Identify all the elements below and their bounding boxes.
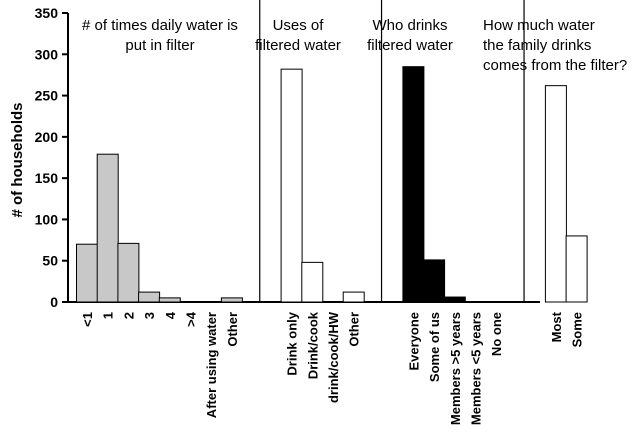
y-tick-label: 200 — [35, 129, 59, 145]
x-tick-label: Drink/cook — [305, 311, 320, 379]
y-tick-label: 100 — [35, 211, 59, 227]
x-tick-label: Some of us — [427, 312, 442, 382]
panel-title: Uses of — [273, 17, 325, 34]
panel-title: filtered water — [367, 37, 453, 54]
x-tick-label: Drink only — [285, 311, 300, 375]
bar — [544, 85, 567, 303]
bar — [342, 291, 365, 303]
x-tick-label: 2 — [121, 312, 136, 319]
bar — [565, 235, 588, 303]
x-tick-label: Other — [347, 312, 362, 347]
panel-title: put in filter — [125, 37, 194, 54]
y-tick-label: 50 — [42, 253, 58, 269]
bar — [301, 261, 324, 303]
panel-title: How much water — [483, 17, 595, 34]
x-tick-label: Everyone — [406, 312, 421, 371]
panel-title: filtered water — [255, 37, 341, 54]
x-tick-label: Most — [549, 311, 564, 342]
x-tick-label: 3 — [142, 312, 157, 319]
bar — [117, 242, 140, 303]
x-tick-label: Members >5 years — [448, 312, 463, 425]
x-tick-label: drink/cook/HW — [326, 311, 341, 403]
y-tick-label: 250 — [35, 88, 59, 104]
y-tick-label: 300 — [35, 46, 59, 62]
x-tick-label: Members <5 years — [469, 312, 484, 425]
bar — [423, 259, 446, 303]
x-tick-label: Some — [570, 312, 585, 347]
x-tick-label: >4 — [184, 311, 199, 327]
panel-title: # of times daily water is — [82, 17, 238, 34]
bar — [138, 291, 161, 303]
y-tick-label: 0 — [50, 294, 58, 310]
x-tick-label: No one — [489, 312, 504, 356]
panel-title: Who drinks — [372, 17, 447, 34]
panel-title: the family drinks — [483, 37, 591, 54]
x-tick-label: 1 — [101, 312, 116, 319]
bar — [220, 297, 243, 303]
bar — [158, 297, 181, 303]
bar — [280, 68, 303, 303]
bar — [96, 153, 119, 303]
y-tick-label: 150 — [35, 170, 59, 186]
panel-title: comes from the filter? — [483, 57, 627, 74]
x-tick-label: After using water — [204, 312, 219, 418]
x-tick-label: <1 — [80, 312, 95, 327]
bar — [76, 243, 98, 303]
bar — [443, 296, 466, 303]
x-tick-label: Other — [225, 312, 240, 347]
y-tick-label: 350 — [35, 5, 59, 21]
y-axis-label: # of households — [9, 102, 26, 217]
bar — [402, 66, 425, 303]
x-tick-label: 4 — [163, 311, 178, 319]
